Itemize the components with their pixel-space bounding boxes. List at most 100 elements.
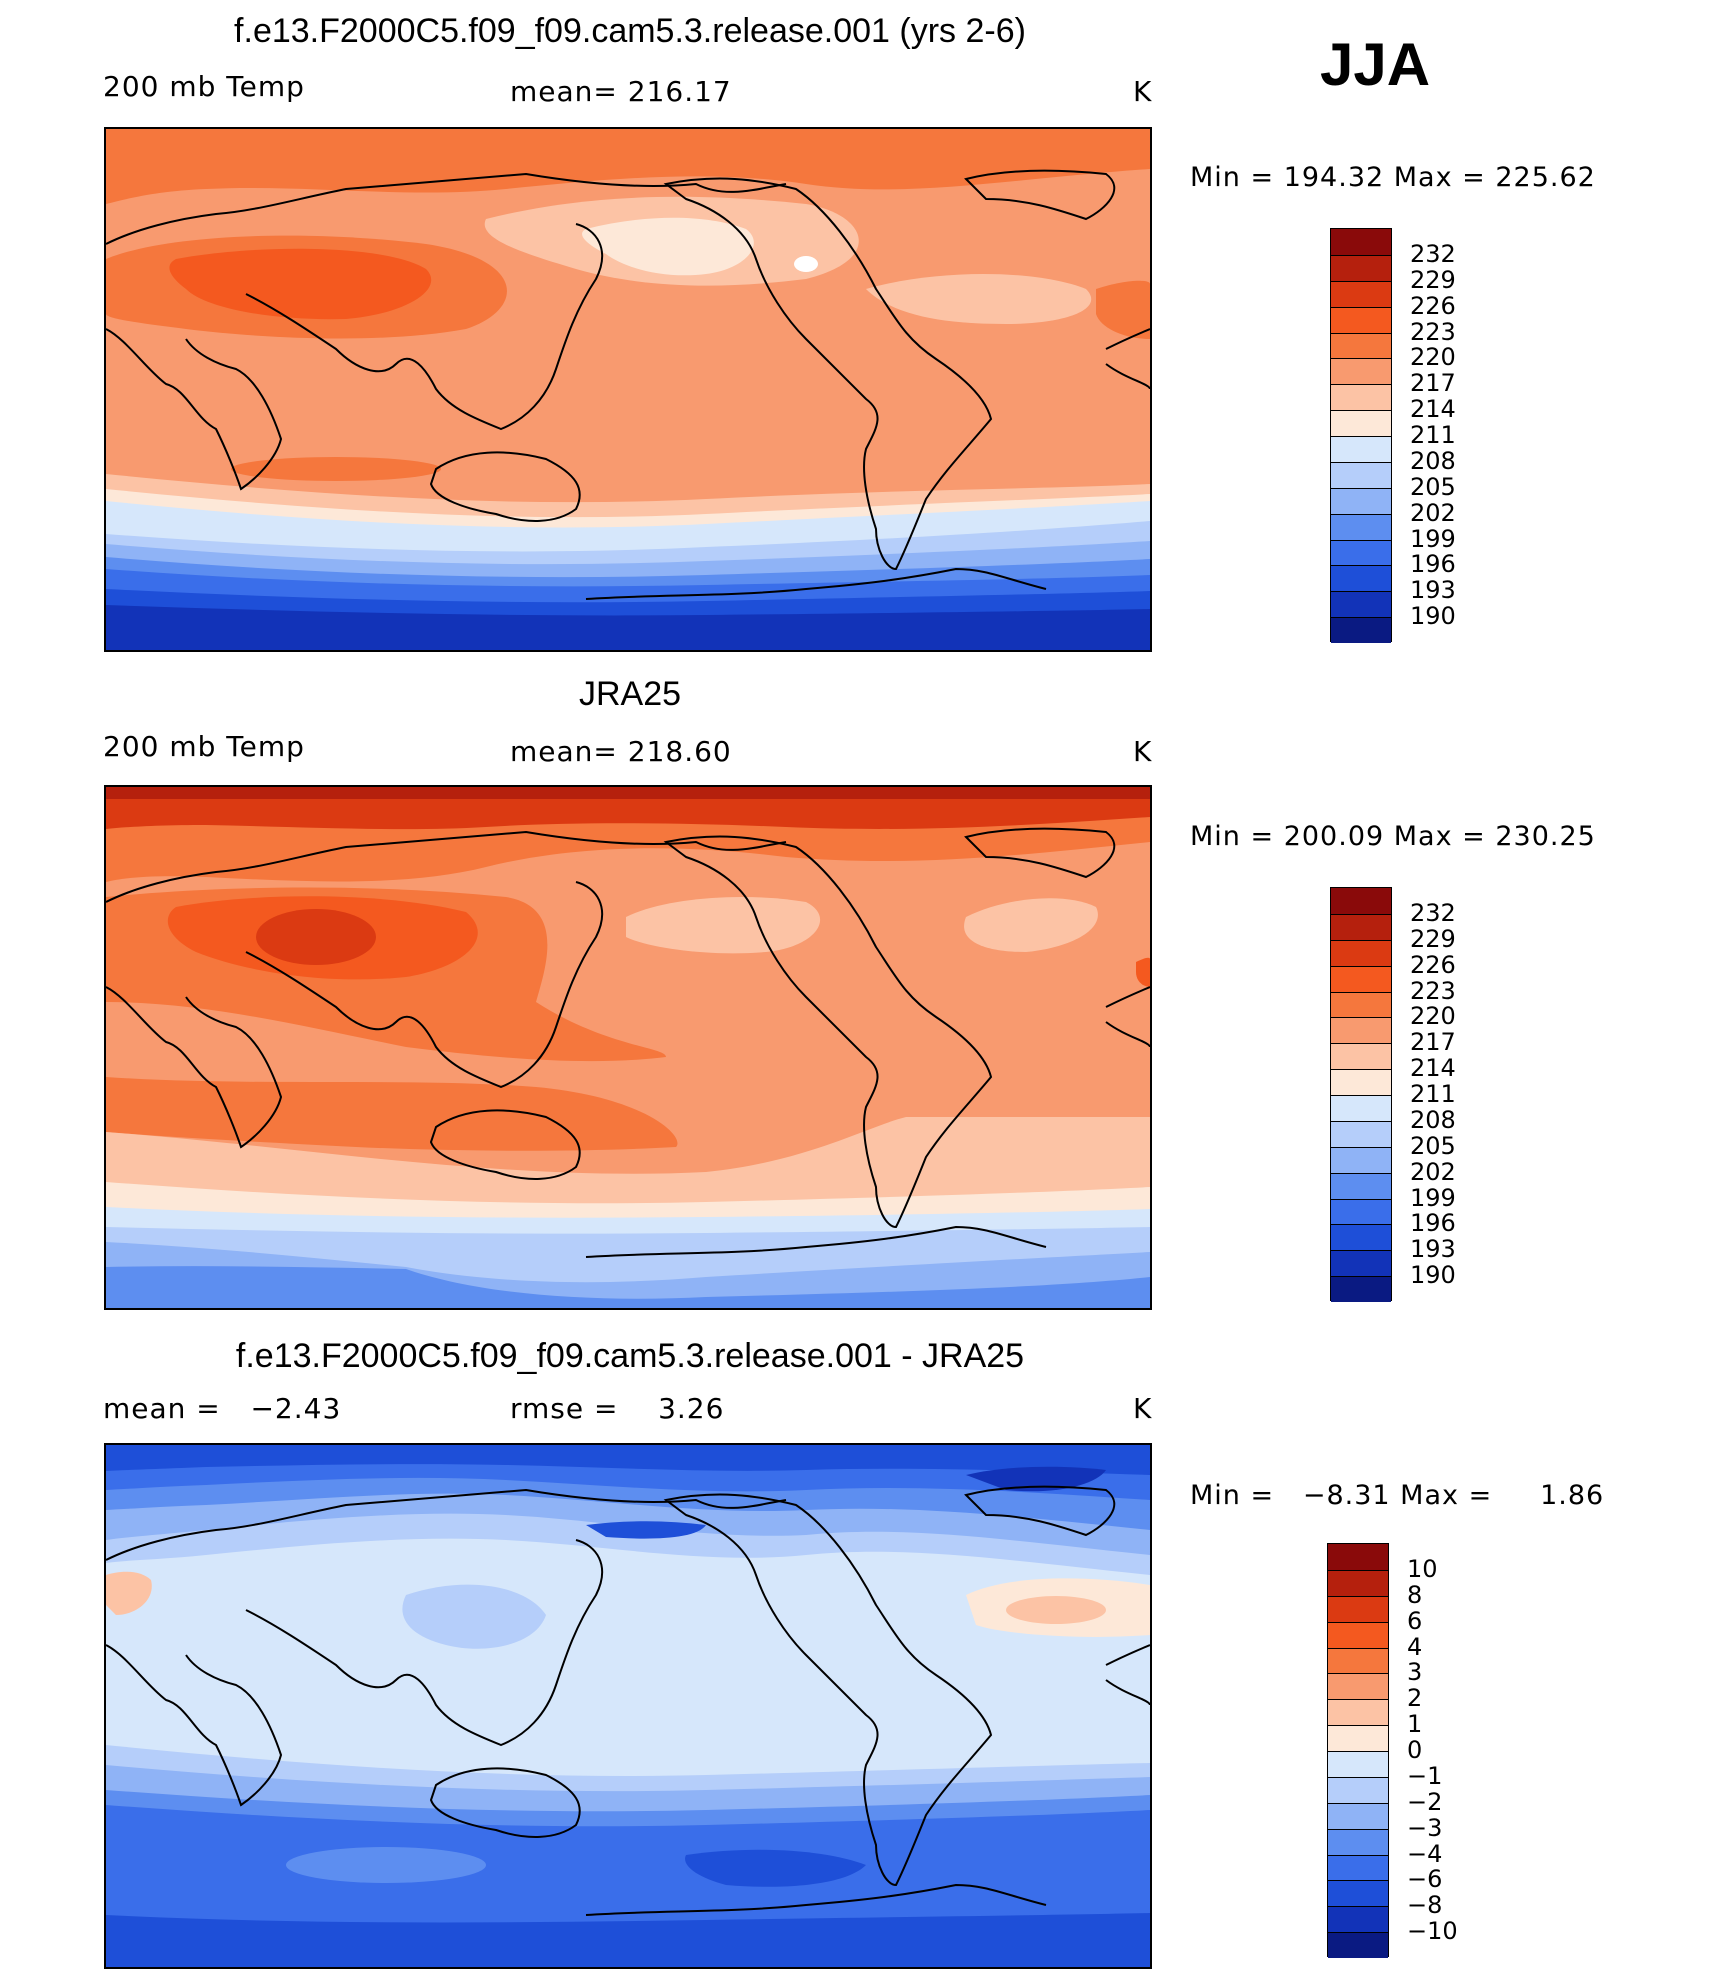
coastlines-diff <box>106 1485 1150 1916</box>
colorbar-swatch <box>1331 1224 1391 1251</box>
colorbar-swatch <box>1331 991 1391 1018</box>
contour-npac-core <box>582 217 754 276</box>
colorbar-obs: 232 229 226 223 220 217 214 211 208 205 202 199 196 1… <box>1330 887 1530 1302</box>
colorbar-tick-label: 202 <box>1410 498 1456 527</box>
colorbar-swatch <box>1331 913 1391 940</box>
panel-minmax-diff: Min = −8.31 Max = 1.86 <box>1190 1480 1605 1511</box>
colorbar-swatch <box>1328 1673 1388 1700</box>
panel-title-obs: JRA25 <box>578 675 682 713</box>
map-diff <box>104 1443 1152 1969</box>
colorbar-tick-label: 220 <box>1410 1002 1456 1031</box>
colorbar-swatch <box>1331 888 1391 914</box>
colorbar-tick-label: 229 <box>1410 924 1456 953</box>
colorbar-swatch <box>1331 965 1391 992</box>
panel-left-label-model: 200 mb Temp <box>103 70 305 103</box>
colorbar-tick-label: 226 <box>1410 291 1456 320</box>
colorbar-tick-label: 226 <box>1410 950 1456 979</box>
colorbar-swatch <box>1331 436 1391 462</box>
colorbar-tick-label: 1 <box>1407 1710 1423 1739</box>
colorbar-swatch <box>1328 1647 1388 1674</box>
colorbar-tick-label: −1 <box>1407 1761 1443 1790</box>
colorbar-tick-label: 214 <box>1410 395 1456 424</box>
panel-rmse-label-diff: rmse = 3.26 <box>510 1392 725 1425</box>
colorbar-tick-label: 193 <box>1410 1235 1456 1264</box>
colorbar-model: 232 229 226 223 220 217 214 211 208 205 202 199 196 1… <box>1330 228 1530 643</box>
colorbar-tick-label: 205 <box>1410 472 1456 501</box>
colorbar-swatch <box>1328 1725 1388 1751</box>
colorbar-model-swatches <box>1330 228 1392 643</box>
colorbar-swatch <box>1331 1069 1391 1095</box>
colorbar-tick-label: 220 <box>1410 343 1456 372</box>
colorbar-tick-label: 211 <box>1410 1080 1456 1108</box>
colorbar-tick-label: 2 <box>1407 1684 1423 1713</box>
colorbar-tick-label: 208 <box>1410 446 1456 475</box>
colorbar-tick-label: 217 <box>1410 369 1456 398</box>
colorbar-swatch <box>1331 1017 1391 1044</box>
colorbar-tick-label: 190 <box>1410 602 1456 631</box>
colorbar-swatch <box>1331 384 1391 411</box>
colorbar-tick-label: 217 <box>1410 1028 1456 1057</box>
colorbar-tick-label: −2 <box>1407 1787 1443 1816</box>
map-obs <box>104 785 1152 1310</box>
colorbar-tick-label: −8 <box>1407 1891 1443 1920</box>
panel-mean-label-diff: mean = −2.43 <box>103 1392 342 1425</box>
colorbar-tick-label: 232 <box>1410 239 1456 268</box>
colorbar-tick-label: 0 <box>1407 1736 1423 1764</box>
colorbar-swatch <box>1331 565 1391 592</box>
panel-units-model: K <box>1133 75 1153 108</box>
coastlines <box>106 169 1150 600</box>
colorbar-swatch <box>1331 617 1391 643</box>
colorbar-obs-swatches <box>1330 887 1392 1302</box>
colorbar-tick-label: 202 <box>1410 1157 1456 1186</box>
colorbar-swatch <box>1331 306 1391 333</box>
colorbar-swatch <box>1331 939 1391 966</box>
colorbar-swatch <box>1331 410 1391 436</box>
colorbar-swatch <box>1328 1595 1388 1622</box>
colorbar-tick-label: 6 <box>1407 1606 1423 1635</box>
coastlines-obs <box>106 827 1150 1258</box>
colorbar-swatch <box>1331 487 1391 514</box>
colorbar-swatch <box>1328 1880 1388 1907</box>
colorbar-swatch <box>1328 1699 1388 1726</box>
colorbar-swatch <box>1331 461 1391 488</box>
colorbar-swatch <box>1331 513 1391 540</box>
season-label: JJA <box>1320 31 1431 98</box>
panel-mean-label-obs: mean= 218.60 <box>510 735 732 768</box>
colorbar-tick-label: 196 <box>1410 1209 1456 1238</box>
colorbar-tick-label: 199 <box>1410 524 1456 553</box>
panel-title-diff: f.e13.F2000C5.f09_f09.cam5.3.release.001… <box>235 1337 1025 1375</box>
colorbar-swatch <box>1328 1569 1388 1596</box>
colorbar-swatch <box>1331 229 1391 255</box>
colorbar-tick-label: 3 <box>1407 1658 1423 1687</box>
colorbar-swatch <box>1331 1095 1391 1121</box>
panel-units-obs: K <box>1133 735 1153 768</box>
colorbar-swatch <box>1331 332 1391 359</box>
colorbar-swatch <box>1328 1828 1388 1855</box>
colorbar-swatch <box>1331 1172 1391 1199</box>
colorbar-tick-label: 205 <box>1410 1131 1456 1160</box>
colorbar-tick-label: 196 <box>1410 550 1456 579</box>
colorbar-swatch <box>1331 1250 1391 1277</box>
contour-north-warm <box>106 129 1150 204</box>
colorbar-diff: 10 8 6 4 3 2 1 0 −1 −2 −3 −4 −6 −8 −10 <box>1327 1543 1527 1958</box>
colorbar-swatch <box>1331 280 1391 307</box>
colorbar-swatch <box>1331 1276 1391 1302</box>
colorbar-swatch <box>1328 1544 1388 1570</box>
colorbar-swatch <box>1331 591 1391 618</box>
colorbar-swatch <box>1331 1198 1391 1225</box>
colorbar-swatch <box>1331 358 1391 385</box>
colorbar-swatch <box>1328 1751 1388 1777</box>
panel-left-label-obs: 200 mb Temp <box>103 730 305 763</box>
colorbar-swatch <box>1328 1854 1388 1881</box>
colorbar-tick-label: 4 <box>1407 1632 1423 1661</box>
colorbar-swatch <box>1331 1120 1391 1147</box>
colorbar-tick-label: 208 <box>1410 1105 1456 1134</box>
colorbar-tick-label: 199 <box>1410 1183 1456 1212</box>
colorbar-tick-label: 190 <box>1410 1261 1456 1290</box>
panel-mean-label-model: mean= 216.17 <box>510 75 732 108</box>
colorbar-tick-label: 223 <box>1410 317 1456 346</box>
colorbar-swatch <box>1331 254 1391 281</box>
colorbar-swatch <box>1331 539 1391 566</box>
colorbar-diff-swatches <box>1327 1543 1389 1958</box>
colorbar-tick-label: 211 <box>1410 421 1456 449</box>
